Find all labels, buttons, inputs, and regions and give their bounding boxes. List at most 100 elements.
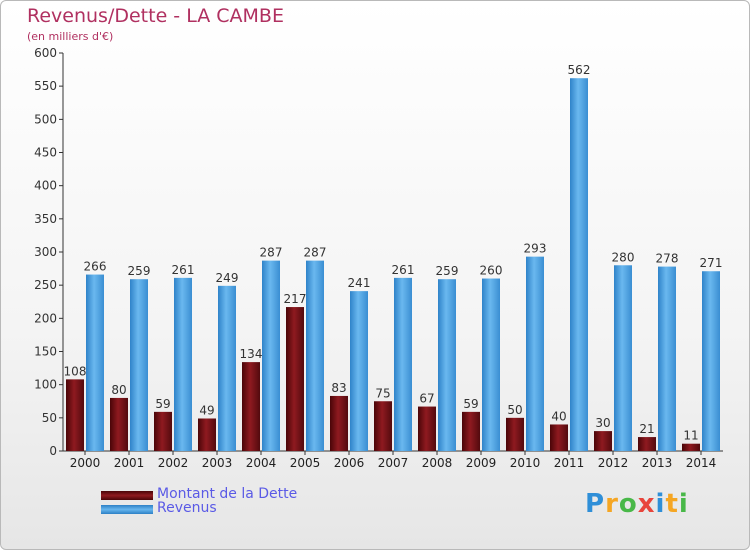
x-tick-label: 2012 bbox=[598, 456, 629, 470]
logo-letter: x bbox=[637, 489, 656, 519]
y-tick-label: 300 bbox=[34, 245, 57, 259]
x-tick-label: 2011 bbox=[554, 456, 585, 470]
y-tick-label: 550 bbox=[34, 79, 57, 93]
debt-bar bbox=[550, 424, 568, 451]
debt-bar bbox=[638, 437, 656, 451]
revenue-value-label: 287 bbox=[304, 246, 327, 260]
revenue-bar bbox=[658, 266, 676, 451]
logo-letter: i bbox=[678, 489, 689, 519]
debt-value-label: 11 bbox=[683, 429, 698, 443]
x-tick-label: 2001 bbox=[114, 456, 145, 470]
x-tick-label: 2004 bbox=[246, 456, 277, 470]
x-tick-label: 2014 bbox=[686, 456, 717, 470]
chart-title: Revenus/Dette - LA CAMBE bbox=[27, 5, 284, 27]
revenue-value-label: 261 bbox=[392, 263, 415, 277]
y-tick-label: 100 bbox=[34, 378, 57, 392]
revenue-bar bbox=[394, 277, 412, 451]
y-tick-label: 200 bbox=[34, 311, 57, 325]
x-tick-label: 2009 bbox=[466, 456, 497, 470]
debt-bar bbox=[154, 411, 172, 451]
revenue-value-label: 259 bbox=[128, 264, 151, 278]
logo-letter: i bbox=[655, 489, 666, 519]
y-tick-label: 250 bbox=[34, 278, 57, 292]
y-tick-label: 50 bbox=[42, 411, 57, 425]
revenue-value-label: 266 bbox=[84, 260, 107, 274]
debt-value-label: 59 bbox=[155, 397, 170, 411]
y-tick-label: 350 bbox=[34, 212, 57, 226]
legend-debt-label: Montant de la Dette bbox=[157, 486, 298, 502]
x-tick-label: 2008 bbox=[422, 456, 453, 470]
revenue-bar bbox=[614, 265, 632, 451]
revenue-value-label: 278 bbox=[656, 252, 679, 266]
revenue-bar bbox=[174, 277, 192, 451]
debt-value-label: 108 bbox=[64, 364, 87, 378]
debt-value-label: 80 bbox=[111, 383, 126, 397]
y-tick-label: 600 bbox=[34, 46, 57, 60]
x-tick-label: 2000 bbox=[70, 456, 101, 470]
unit-label: (en milliers d'€) bbox=[27, 30, 114, 43]
logo-letter: P bbox=[585, 489, 606, 519]
revenue-value-label: 259 bbox=[436, 264, 459, 278]
revenue-value-label: 280 bbox=[612, 250, 635, 264]
x-tick-label: 2010 bbox=[510, 456, 541, 470]
revenue-bar bbox=[130, 279, 148, 451]
debt-value-label: 40 bbox=[551, 409, 566, 423]
revenue-value-label: 293 bbox=[524, 242, 547, 256]
x-tick-label: 2005 bbox=[290, 456, 321, 470]
x-tick-label: 2003 bbox=[202, 456, 233, 470]
debt-value-label: 50 bbox=[507, 403, 522, 417]
debt-bar bbox=[110, 397, 128, 451]
debt-value-label: 67 bbox=[419, 392, 434, 406]
debt-bar bbox=[418, 406, 436, 451]
revenue-bar bbox=[482, 278, 500, 451]
debt-value-label: 30 bbox=[595, 416, 610, 430]
revenue-value-label: 271 bbox=[700, 256, 723, 270]
debt-value-label: 217 bbox=[284, 292, 307, 306]
revenue-bar bbox=[438, 279, 456, 451]
y-tick-label: 500 bbox=[34, 112, 57, 126]
debt-value-label: 49 bbox=[199, 403, 214, 417]
revenue-value-label: 261 bbox=[172, 263, 195, 277]
debt-bar bbox=[374, 401, 392, 451]
revenue-value-label: 249 bbox=[216, 271, 239, 285]
legend-revenue-label: Revenus bbox=[157, 500, 217, 516]
revenue-bar bbox=[262, 260, 280, 451]
y-tick-label: 400 bbox=[34, 179, 57, 193]
revenue-value-label: 287 bbox=[260, 246, 283, 260]
debt-value-label: 59 bbox=[463, 397, 478, 411]
revenue-bar bbox=[86, 274, 104, 451]
revenue-value-label: 562 bbox=[568, 63, 591, 77]
debt-value-label: 21 bbox=[639, 422, 654, 436]
logo-letter: r bbox=[605, 489, 619, 519]
debt-value-label: 83 bbox=[331, 381, 346, 395]
y-tick-label: 450 bbox=[34, 146, 57, 160]
revenue-value-label: 260 bbox=[480, 264, 503, 278]
revenue-bar bbox=[350, 291, 368, 451]
debt-bar bbox=[242, 362, 260, 451]
revenue-bar bbox=[218, 285, 236, 451]
logo-letter: t bbox=[665, 489, 679, 519]
debt-bar bbox=[330, 395, 348, 451]
y-tick-label: 150 bbox=[34, 345, 57, 359]
debt-bar bbox=[462, 411, 480, 451]
debt-bar bbox=[66, 379, 84, 451]
x-tick-label: 2006 bbox=[334, 456, 365, 470]
x-tick-label: 2002 bbox=[158, 456, 189, 470]
revenue-bar bbox=[702, 271, 720, 451]
debt-value-label: 75 bbox=[375, 386, 390, 400]
x-tick-label: 2013 bbox=[642, 456, 673, 470]
debt-bar bbox=[594, 431, 612, 451]
x-tick-label: 2007 bbox=[378, 456, 409, 470]
revenue-value-label: 241 bbox=[348, 276, 371, 290]
y-tick-label: 0 bbox=[49, 444, 57, 458]
debt-bar bbox=[682, 443, 700, 451]
debt-bar bbox=[198, 418, 216, 451]
proxiti-logo: Proxiti bbox=[585, 489, 689, 519]
debt-bar bbox=[286, 307, 304, 451]
debt-value-label: 134 bbox=[240, 347, 263, 361]
revenue-bar bbox=[570, 78, 588, 451]
logo-letter: o bbox=[618, 489, 638, 519]
revenue-bar bbox=[526, 256, 544, 451]
